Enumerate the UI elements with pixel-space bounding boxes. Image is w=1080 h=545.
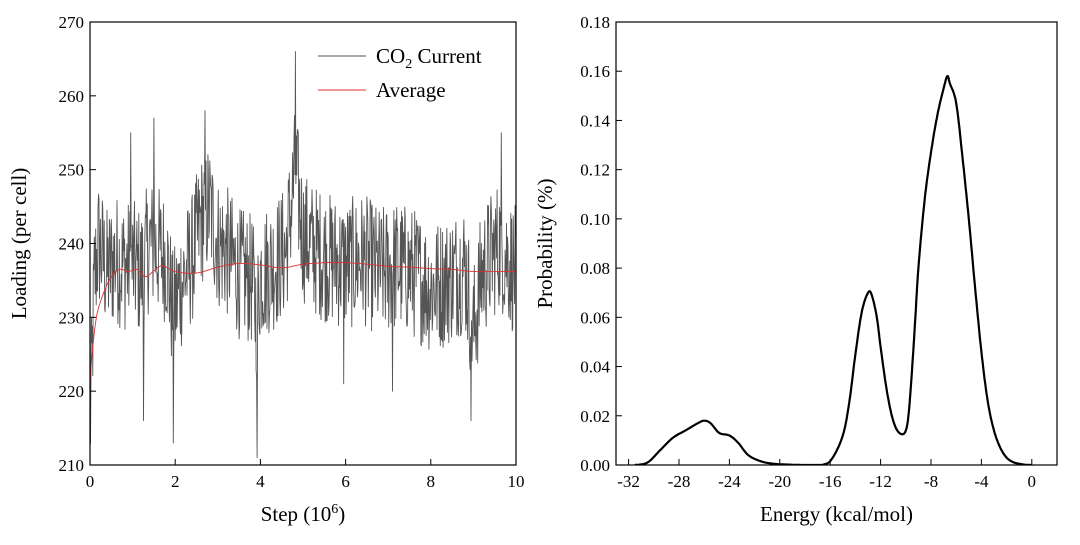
y-tick-label: 220 <box>59 382 85 401</box>
legend-co2-base: CO <box>376 44 405 68</box>
x-tick-label: -16 <box>819 472 842 491</box>
energy-plot-frame <box>615 21 1058 466</box>
x-tick-label: 4 <box>256 472 265 491</box>
y-tick-label: 230 <box>59 308 85 327</box>
y-tick-label: 0.02 <box>580 407 610 426</box>
y-tick-label: 250 <box>59 161 85 180</box>
x-label-close: ) <box>338 502 345 526</box>
legend-label-co2-current: CO2 Current <box>376 44 482 72</box>
loading-legend: CO2 Current Average <box>318 44 482 102</box>
series-line-co2-current <box>90 51 516 459</box>
x-tick-label: -28 <box>668 472 691 491</box>
x-tick-label: 10 <box>508 472 525 491</box>
x-tick-label: -4 <box>974 472 989 491</box>
y-tick-label: 0.00 <box>580 456 610 475</box>
y-tick-label: 240 <box>59 235 85 254</box>
loading-x-axis-label: Step (106) <box>261 502 346 526</box>
y-tick-label: 0.12 <box>580 161 610 180</box>
series-line-energy-distribution <box>634 74 1033 465</box>
series-line-average <box>90 262 516 384</box>
x-tick-label: -20 <box>768 472 791 491</box>
x-tick-label: 8 <box>427 472 436 491</box>
x-tick-label: -24 <box>718 472 741 491</box>
x-label-base: Step (10 <box>261 502 332 526</box>
energy-x-axis-label: Energy (kcal/mol) <box>760 502 913 526</box>
energy-chart: -32 -28 -24 -20 -16 -12 -8 -4 0 0.00 0.02 0.04 0.06 0… <box>533 13 1058 526</box>
x-tick-label: 2 <box>171 472 180 491</box>
x-tick-label: 0 <box>1028 472 1037 491</box>
legend-label-average: Average <box>376 78 446 102</box>
x-tick-label: 0 <box>86 472 95 491</box>
y-tick-label: 0.16 <box>580 62 610 81</box>
y-tick-label: 0.08 <box>580 259 610 278</box>
y-tick-label: 0.04 <box>580 358 610 377</box>
x-tick-label: -12 <box>869 472 892 491</box>
y-tick-label: 260 <box>59 87 85 106</box>
legend-co2-suffix: Current <box>412 44 482 68</box>
y-tick-label: 0.06 <box>580 308 610 327</box>
y-tick-label: 270 <box>59 13 85 32</box>
y-tick-label: 0.10 <box>580 210 610 229</box>
x-tick-label: 6 <box>341 472 350 491</box>
y-tick-label: 0.14 <box>580 111 610 130</box>
energy-y-axis-label: Probability (%) <box>533 178 557 308</box>
loading-y-axis-label: Loading (per cell) <box>7 168 31 320</box>
x-tick-label: -32 <box>617 472 640 491</box>
x-tick-label: -8 <box>924 472 938 491</box>
x-label-superscript: 6 <box>331 502 338 517</box>
legend-co2-subscript: 2 <box>405 57 412 72</box>
y-tick-label: 0.18 <box>580 13 610 32</box>
y-tick-label: 210 <box>59 456 85 475</box>
